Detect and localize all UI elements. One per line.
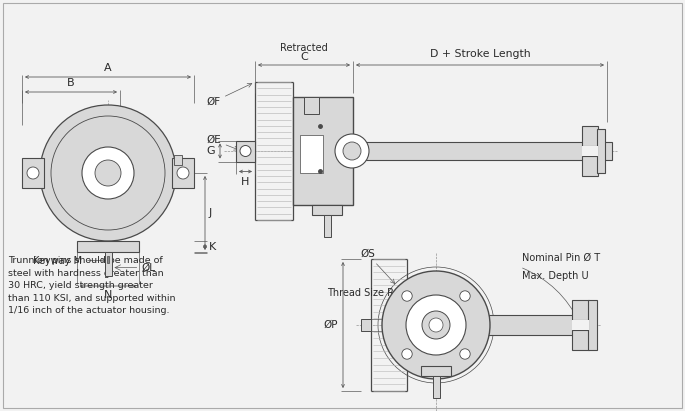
Text: ØF: ØF [206,83,252,107]
Bar [588,300,597,350]
Text: Retracted: Retracted [280,43,328,53]
Circle shape [460,349,470,359]
Text: G: G [206,146,215,156]
Text: A: A [104,63,112,73]
Circle shape [460,291,470,301]
Text: ØE: ØE [206,135,238,150]
Bar [432,376,440,398]
Circle shape [402,291,412,301]
Text: Q: Q [389,320,398,330]
Circle shape [82,147,134,199]
Bar [236,141,255,162]
Bar [353,142,612,160]
Bar [582,146,598,156]
Bar [107,256,109,263]
Text: Trunnion pins should be made of
steel with hardness greater than
30 HRC, yield s: Trunnion pins should be made of steel wi… [8,256,175,315]
Text: ØP: ØP [323,320,338,330]
Circle shape [95,160,121,186]
Bar [77,241,139,252]
Text: Thread Size R (4): Thread Size R (4) [327,287,411,304]
Bar [572,330,589,350]
Circle shape [382,271,490,379]
Bar [174,155,182,165]
Bar [465,315,590,335]
Text: ØS: ØS [360,249,395,284]
Bar [300,135,323,173]
Circle shape [240,145,251,157]
Text: C: C [300,52,308,62]
Text: B: B [67,78,75,88]
Circle shape [177,167,189,179]
Circle shape [27,167,39,179]
Bar [304,97,319,114]
Circle shape [40,105,176,241]
Text: N: N [104,290,112,300]
Circle shape [51,116,165,230]
Text: D + Stroke Length: D + Stroke Length [429,49,530,59]
Circle shape [335,134,369,168]
Text: ØL: ØL [142,263,155,272]
Bar [361,319,371,331]
Bar [312,205,342,215]
Bar [172,158,194,188]
Circle shape [422,311,450,339]
Text: K: K [209,242,216,252]
Bar [572,320,589,330]
Bar [407,284,465,366]
Bar [421,366,451,376]
Text: Nominal Pin Ø T: Nominal Pin Ø T [522,253,600,263]
Text: J: J [209,208,212,217]
Bar [105,252,112,276]
Bar [293,97,353,205]
Bar [324,215,331,237]
Bar [582,126,598,146]
Circle shape [402,349,412,359]
Circle shape [406,295,466,355]
Circle shape [343,142,361,160]
Bar [572,300,589,320]
Bar [597,129,605,173]
Bar [22,158,44,188]
Text: Keyway M: Keyway M [33,256,105,266]
Text: H: H [241,176,250,187]
Text: Max. Depth U: Max. Depth U [522,271,588,281]
Bar [582,156,598,176]
Circle shape [429,318,443,332]
